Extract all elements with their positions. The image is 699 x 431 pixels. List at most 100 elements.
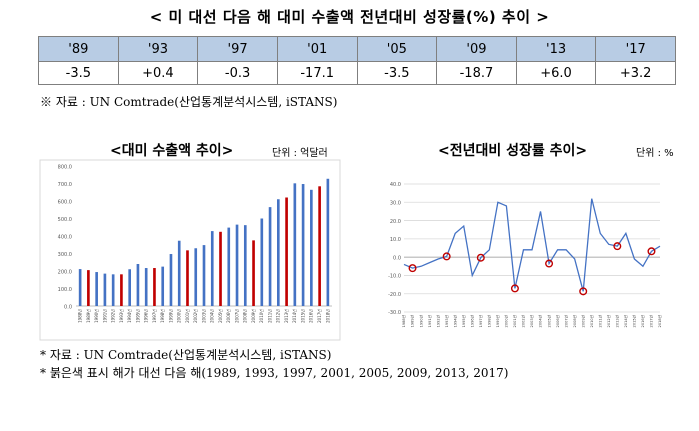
- x-tick-label: 2000년: [504, 315, 509, 327]
- x-tick-label: 2003년: [529, 315, 534, 327]
- year-cell: '89: [38, 36, 119, 62]
- bar: [326, 178, 330, 306]
- x-tick-label: 1997년: [151, 309, 157, 323]
- y-tick-label: 20.0: [390, 219, 401, 225]
- x-tick-label: 2010년: [258, 309, 264, 323]
- bar: [277, 199, 280, 306]
- x-tick-label: 1994년: [452, 315, 457, 327]
- year-cell: '97: [197, 36, 278, 62]
- value-row: -3.5 +0.4 -0.3 -17.1 -3.5 -18.7 +6.0 +3.…: [38, 61, 676, 85]
- bar: [144, 268, 148, 306]
- x-tick-label: 2001년: [512, 315, 517, 327]
- x-tick-label: 2014년: [291, 309, 297, 323]
- year-header-row: '89 '93 '97 '01 '05 '09 '13 '17: [38, 36, 676, 62]
- x-tick-label: 2004년: [209, 309, 215, 323]
- growth-summary-table: '89 '93 '97 '01 '05 '09 '13 '17 -3.5 +0.…: [38, 36, 676, 85]
- source-note: ※ 자료 : UN Comtrade(산업통계분석시스템, iSTANS): [40, 95, 338, 109]
- bar: [120, 274, 123, 306]
- bar: [235, 224, 239, 306]
- x-tick-label: 1998년: [487, 315, 492, 327]
- highlight-marker: [579, 287, 588, 296]
- x-tick-label: 2007년: [563, 315, 568, 327]
- line-chart-title: <전년대비 성장률 추이>: [438, 143, 588, 159]
- x-tick-label: 2009년: [250, 309, 256, 323]
- y-tick-label: 30.0: [390, 200, 401, 206]
- x-tick-label: 1991년: [101, 309, 107, 323]
- year-cell: '13: [515, 36, 597, 62]
- year-cell: '09: [436, 36, 517, 62]
- x-tick-label: 1989년: [85, 309, 91, 323]
- bar: [268, 207, 272, 306]
- x-tick-label: 2009년: [580, 315, 585, 327]
- x-tick-label: 2018년: [324, 309, 330, 323]
- x-tick-label: 1999년: [495, 315, 500, 327]
- highlight-marker: [613, 242, 622, 251]
- x-tick-label: 1994년: [126, 309, 132, 323]
- bar: [161, 266, 165, 306]
- x-tick-label: 2010년: [589, 315, 594, 327]
- x-tick-label: 2014년: [623, 315, 628, 327]
- bar: [301, 184, 305, 306]
- bar: [153, 268, 156, 306]
- bar: [219, 231, 222, 306]
- x-tick-label: 1995년: [461, 315, 466, 327]
- bar: [111, 274, 115, 306]
- bar: [210, 231, 214, 306]
- x-tick-label: 2017년: [316, 309, 322, 323]
- y-tick-label: -10.0: [388, 274, 401, 280]
- x-tick-label: 2015년: [299, 309, 305, 323]
- x-tick-label: 2008년: [242, 309, 248, 323]
- x-tick-label: 2016년: [640, 315, 645, 327]
- bar: [103, 273, 107, 306]
- highlight-marker: [647, 247, 656, 256]
- x-tick-label: 2002년: [192, 309, 198, 323]
- x-tick-label: 2001년: [184, 309, 190, 323]
- x-tick-label: 1995년: [134, 309, 140, 323]
- x-tick-label: 1993년: [118, 309, 124, 323]
- x-tick-label: 2012년: [275, 309, 281, 323]
- x-tick-label: 1996년: [469, 315, 474, 327]
- bar: [310, 189, 313, 306]
- x-tick-label: 1992년: [435, 315, 440, 327]
- x-tick-label: 2005년: [217, 309, 223, 323]
- y-tick-label: 300.0: [58, 252, 72, 258]
- y-tick-label: 0.0: [393, 255, 401, 261]
- y-tick-label: 700.0: [58, 182, 72, 188]
- bar: [177, 240, 181, 306]
- bar: [318, 186, 321, 306]
- x-tick-label: 2015년: [632, 315, 637, 327]
- value-cell: -3.5: [38, 61, 119, 85]
- x-tick-label: 1992년: [110, 309, 116, 323]
- footnote-source: * 자료 : UN Comtrade(산업통계분석시스템, iSTANS): [40, 348, 332, 362]
- x-tick-label: 2000년: [176, 309, 182, 323]
- x-tick-label: 1996년: [143, 309, 149, 323]
- value-cell: -3.5: [356, 61, 438, 85]
- value-cell: -0.3: [197, 61, 278, 85]
- x-tick-label: 2004년: [538, 315, 543, 327]
- series-line: [403, 198, 661, 292]
- x-tick-label: 1988년: [77, 309, 83, 323]
- highlight-marker: [545, 259, 554, 268]
- bar: [87, 270, 90, 306]
- x-tick-label: 2016년: [308, 309, 314, 323]
- bar: [186, 250, 189, 306]
- x-tick-label: 2003년: [200, 309, 206, 323]
- y-tick-label: 40.0: [390, 182, 401, 188]
- y-tick-label: 600.0: [58, 200, 72, 206]
- x-tick-label: 1990년: [418, 315, 423, 327]
- bar: [243, 225, 247, 306]
- x-tick-label: 2006년: [225, 309, 231, 323]
- x-tick-label: 2011년: [597, 315, 602, 327]
- x-tick-label: 2008년: [572, 315, 577, 327]
- growth-line-chart: -30.0 -20.0 -10.0 0.0 10.0 20.0 30.0 40.0 1988년 1…: [388, 182, 662, 327]
- year-cell: '93: [117, 36, 199, 62]
- footnote-highlight: * 붉은색 표시 해가 대선 다음 해(1989, 1993, 1997, 20…: [40, 366, 509, 380]
- x-tick-label: 2018년: [657, 315, 662, 327]
- highlight-marker: [442, 252, 451, 261]
- y-tick-label: -20.0: [388, 292, 401, 298]
- highlight-marker: [510, 284, 519, 293]
- bar: [227, 227, 231, 306]
- x-tick-label: 1993년: [444, 315, 449, 327]
- line-chart-unit: 단위 : %: [636, 148, 674, 159]
- x-tick-label: 2017년: [649, 315, 654, 327]
